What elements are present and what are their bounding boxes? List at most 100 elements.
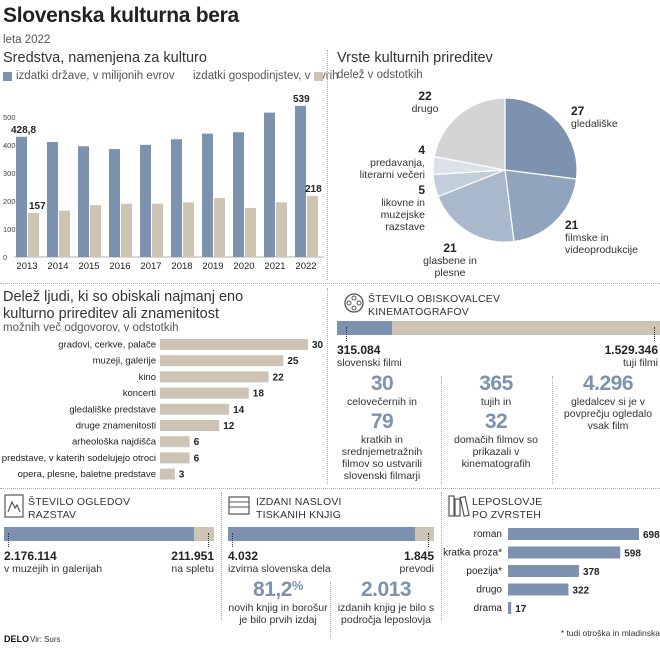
y-tick-label: 200 bbox=[3, 197, 16, 206]
bar-household bbox=[121, 203, 132, 257]
cinema-foreign-value: 1.529.346 bbox=[604, 343, 658, 357]
bar-household bbox=[59, 210, 70, 257]
fiction-bar bbox=[508, 528, 639, 540]
x-tick-label: 2017 bbox=[140, 261, 161, 272]
cinema-bar-slovenian bbox=[337, 321, 392, 335]
y-tick-label: 0 bbox=[3, 253, 7, 262]
bar-state bbox=[295, 105, 306, 257]
bar-household bbox=[183, 202, 194, 257]
page-subtitle: leta 2022 bbox=[3, 34, 51, 46]
tick bbox=[208, 533, 209, 547]
bar-state bbox=[202, 133, 213, 257]
x-tick-label: 2022 bbox=[295, 261, 316, 272]
pie-label-film: 21 filmske in videoprodukcije bbox=[565, 218, 638, 256]
bar-state bbox=[16, 136, 27, 257]
divider bbox=[221, 492, 222, 620]
data-label: 539 bbox=[293, 94, 310, 105]
bar-value: 14 bbox=[233, 405, 245, 416]
bar-label: gledališke predstave bbox=[69, 404, 156, 415]
data-label: 157 bbox=[29, 201, 46, 212]
attendance-bar-chart: gradovi, cerkve, palače 30 muzeji, galerij… bbox=[2, 339, 324, 481]
bar-label: drama bbox=[474, 603, 503, 614]
bar-value: 698 bbox=[643, 530, 660, 541]
tick bbox=[428, 533, 429, 547]
fiction-title: LEPOSLOVJE PO ZVRSTEH bbox=[472, 496, 543, 521]
books-trans-value: 1.845 bbox=[403, 549, 434, 563]
y-tick-label: 400 bbox=[3, 141, 16, 150]
pie-label-other: 22 drugo bbox=[411, 89, 439, 115]
bar-state bbox=[233, 132, 244, 257]
cinema-slo-label: slovenski filmi bbox=[337, 357, 402, 369]
x-tick-label: 2016 bbox=[109, 261, 130, 272]
funding-bar-chart: 0 100 200 300 400 500 2013 2014 2015 2016 2017 2018… bbox=[3, 94, 324, 272]
bar-state bbox=[264, 112, 275, 257]
bar-value: 25 bbox=[287, 356, 299, 367]
tick bbox=[346, 327, 347, 341]
bar-value: 598 bbox=[624, 549, 641, 560]
bar-household bbox=[214, 198, 225, 257]
source-note: Vir: Surs bbox=[30, 635, 61, 644]
pie-slice bbox=[433, 97, 506, 171]
museum-icon bbox=[4, 494, 24, 518]
pie-label-exhibitions: 5 likovne in muzejske razstave bbox=[380, 183, 425, 233]
exhibitions-museum-label: v muzejih in galerijah bbox=[4, 563, 103, 575]
divider bbox=[441, 492, 442, 620]
books-icon bbox=[228, 496, 250, 515]
divider bbox=[330, 582, 331, 638]
events-subtitle: delež v odstotkih bbox=[337, 69, 423, 81]
bar-household bbox=[307, 195, 318, 257]
x-tick-label: 2013 bbox=[16, 261, 37, 272]
bar-label: opera, plesne, baletne predstave bbox=[18, 469, 156, 480]
attendance-bar bbox=[160, 355, 284, 367]
attendance-bar bbox=[160, 436, 190, 448]
legend-state-swatch bbox=[3, 72, 12, 81]
pie-label-lectures: 4 predavanja, literarni večeri bbox=[359, 143, 425, 181]
divider bbox=[552, 376, 553, 484]
attendance-bar bbox=[160, 371, 269, 383]
bar-value: 3 bbox=[179, 470, 185, 481]
bar-value: 30 bbox=[312, 340, 324, 351]
bar-value: 6 bbox=[194, 437, 200, 448]
bar-label: poezija* bbox=[466, 566, 502, 577]
attendance-bar bbox=[160, 387, 249, 399]
exhibitions-online-label: na spletu bbox=[171, 563, 214, 575]
bar-label: druge znamenitosti bbox=[76, 421, 156, 432]
fiction-bar bbox=[508, 602, 512, 614]
bar-value: 12 bbox=[223, 421, 235, 432]
cinema-bar-total bbox=[337, 321, 660, 335]
bar-value: 22 bbox=[273, 372, 285, 383]
cinema-slo-value: 315.084 bbox=[337, 343, 381, 357]
divider bbox=[327, 288, 328, 484]
cinema-title: ŠTEVILO OBISKOVALCEV KINEMATOGRAFOV bbox=[368, 293, 501, 318]
attendance-bar bbox=[160, 339, 308, 350]
bar-household bbox=[276, 202, 287, 257]
books-title: IZDANI NASLOVI TISKANIH KNJIG bbox=[256, 496, 342, 521]
x-tick-label: 2018 bbox=[171, 261, 192, 272]
y-tick-label: 500 bbox=[3, 113, 16, 122]
bar-label: predstave, v katerih sodelujejo otroci bbox=[2, 453, 156, 464]
x-tick-label: 2014 bbox=[47, 261, 68, 272]
books-slo-value: 4.032 bbox=[228, 549, 259, 563]
stat-short-films: 79 kratkih in srednjemetražnih filmov so… bbox=[341, 410, 423, 482]
pie-slice bbox=[437, 169, 515, 243]
attendance-bar bbox=[160, 468, 175, 480]
funding-title: Sredstva, namenjena za kulturo bbox=[3, 50, 207, 66]
x-tick-label: 2020 bbox=[233, 261, 254, 272]
bar-value: 18 bbox=[253, 389, 265, 400]
bar-label: muzeji, galerije bbox=[93, 356, 156, 367]
fiction-bar bbox=[508, 583, 569, 596]
brand-logo: DELO bbox=[4, 634, 30, 644]
divider bbox=[327, 50, 328, 280]
bar-household bbox=[90, 205, 101, 257]
events-title: Vrste kulturnih prireditev bbox=[337, 50, 493, 66]
attendance-subtitle: možnih več odgovorov, v odstotkih bbox=[3, 322, 179, 334]
bar-value: 322 bbox=[572, 586, 589, 597]
data-label: 218 bbox=[305, 184, 322, 195]
divider bbox=[441, 376, 442, 484]
bar-value: 6 bbox=[194, 453, 200, 464]
bar-state bbox=[171, 139, 182, 257]
legend-household-swatch bbox=[314, 72, 323, 81]
x-tick-label: 2021 bbox=[264, 261, 285, 272]
bar-label: gradovi, cerkve, palače bbox=[58, 340, 156, 351]
legend-household-label: izdatki gospodinjstev, v evrih bbox=[193, 70, 339, 82]
